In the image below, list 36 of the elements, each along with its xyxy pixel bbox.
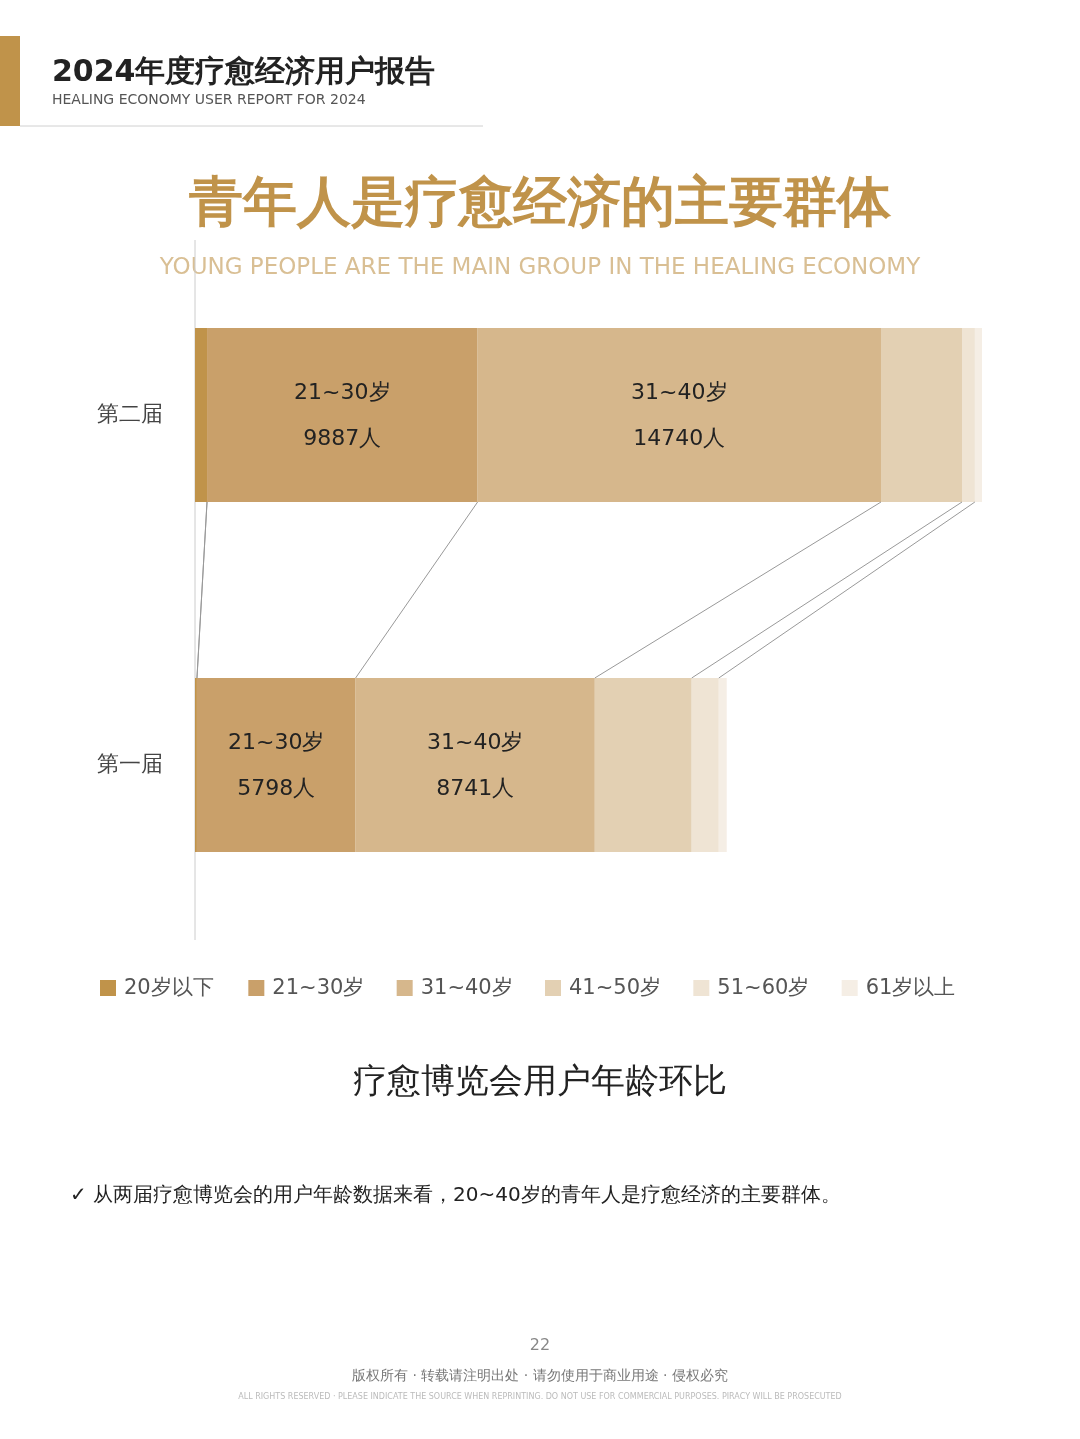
data-label: 8741人 bbox=[436, 775, 515, 800]
text: 版权所有 · 转载请注明出处 · 请勿使用于商业用途 · 侵权必究 bbox=[351, 1367, 729, 1383]
text: ✓ 从两届疗愈博览会的用户年龄数据来看，20~40岁的青年人是疗愈经济的主要群体。 bbox=[70, 1181, 841, 1206]
bar bbox=[718, 678, 727, 852]
text: HEALING ECONOMY USER REPORT FOR 2024 bbox=[52, 91, 366, 107]
bar bbox=[195, 328, 208, 502]
legend-label: 51~60岁 bbox=[717, 975, 810, 999]
data-label: 9887人 bbox=[303, 425, 382, 450]
text: 31~40岁 bbox=[426, 729, 524, 754]
bar bbox=[477, 328, 882, 502]
text: 21~30岁 bbox=[228, 729, 325, 754]
text: 31~40岁 bbox=[631, 379, 728, 404]
bar bbox=[691, 678, 719, 852]
legend-label: 41~50岁 bbox=[569, 975, 662, 999]
text: 22 bbox=[529, 1334, 551, 1354]
data-label: 14740人 bbox=[633, 425, 726, 450]
text: ALL RIGHTS RESERVED · PLEASE INDICATE THE SOURCE WHEN REPRINTING. DO NOT USE FOR COMMERCIAL PURPOSES. PIRACY WILL BE PROSECUTED bbox=[238, 1391, 842, 1401]
bar bbox=[974, 328, 982, 502]
text: 2024年度疗愈经济用户报告 bbox=[52, 52, 436, 88]
chart-title: 青年人是疗愈经济的主要群体 bbox=[188, 169, 892, 233]
legend-label: 21~30岁 bbox=[272, 975, 365, 999]
bar bbox=[207, 328, 478, 502]
text: 疗愈博览会用户年龄环比 bbox=[353, 1059, 727, 1100]
text: 21~30岁 bbox=[294, 379, 391, 404]
bar bbox=[962, 328, 975, 502]
bar bbox=[881, 328, 963, 502]
legend-label: 61岁以上 bbox=[865, 975, 956, 999]
bar bbox=[355, 678, 595, 852]
y-tick-label: 第一届 bbox=[97, 751, 163, 776]
legend-label: 31~40岁 bbox=[420, 975, 513, 999]
y-tick-label: 第二届 bbox=[97, 401, 163, 426]
bar bbox=[594, 678, 692, 852]
bar bbox=[196, 678, 356, 852]
legend-label: 20岁以下 bbox=[124, 975, 214, 999]
data-label: 5798人 bbox=[237, 775, 316, 800]
text: YOUNG PEOPLE ARE THE MAIN GROUP IN THE HEALING ECONOMY bbox=[158, 252, 922, 279]
